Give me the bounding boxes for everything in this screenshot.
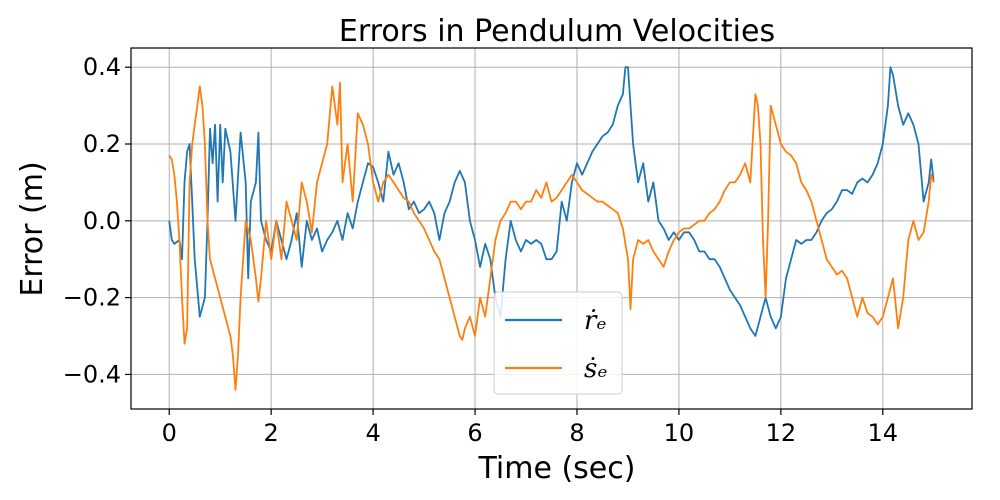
x-tick-label: 12 — [766, 419, 797, 447]
x-tick-label: 10 — [664, 419, 695, 447]
series-line-0 — [168, 66, 935, 337]
x-tick-label: 14 — [868, 419, 899, 447]
y-tick-label: 0.2 — [83, 130, 121, 158]
series-line-1 — [168, 81, 935, 391]
y-axis: −0.4 −0.2 0.0 0.2 0.4 — [63, 53, 131, 388]
plot-frame — [130, 47, 973, 410]
x-tick-label: 8 — [569, 419, 584, 447]
x-tick-label: 0 — [162, 419, 177, 447]
y-tick-label: 0.0 — [83, 207, 121, 235]
y-tick-label: −0.4 — [63, 360, 121, 388]
legend-label-1: ṡₑ — [584, 354, 607, 384]
x-tick-label: 6 — [467, 419, 482, 447]
y-tick-label: 0.4 — [83, 53, 121, 81]
x-axis: 0 2 4 6 8 10 12 14 — [162, 409, 898, 447]
chart-title: Errors in Pendulum Velocities — [339, 14, 775, 49]
legend-label-0: ṙₑ — [584, 306, 607, 336]
y-tick-label: −0.2 — [63, 284, 121, 312]
plot-area — [168, 66, 935, 391]
x-tick-label: 2 — [264, 419, 279, 447]
x-tick-label: 4 — [365, 419, 380, 447]
y-axis-title: Error (m) — [15, 161, 50, 296]
legend: ṙₑ ṡₑ — [493, 291, 623, 395]
x-axis-title: Time (sec) — [478, 451, 636, 486]
